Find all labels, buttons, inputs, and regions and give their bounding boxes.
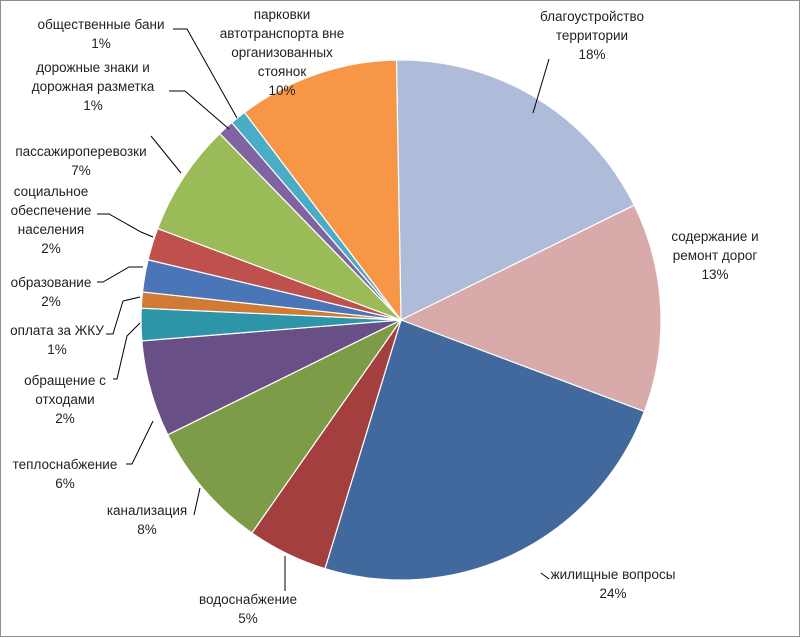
slice-label-line: территории	[556, 28, 628, 43]
slice-label-line: образование	[11, 275, 92, 290]
slice-label-line: теплоснабжение	[13, 457, 118, 472]
leader-lines	[97, 28, 550, 591]
slice-label: канализация 8%	[107, 503, 187, 537]
slice-label-line: дорожные знаки и	[36, 60, 150, 75]
leader-line	[532, 58, 550, 114]
slice-label: водоснабжение 5%	[199, 592, 297, 626]
slice-label: обращение с отходами 2%	[24, 373, 106, 426]
leader-line	[113, 322, 141, 380]
slice-label-line: жилищные вопросы	[551, 567, 676, 582]
slice-label-line: отходами	[35, 392, 94, 407]
slice-label-line: водоснабжение	[199, 592, 297, 607]
slice-label-line: обеспечение	[11, 203, 92, 218]
slice-percent: 2%	[41, 294, 61, 309]
leader-line	[173, 28, 238, 119]
pie-slice	[399, 204, 662, 413]
slice-label-line: благоустройство	[540, 9, 644, 24]
slice-label: содержание и ремонт дорог 13%	[671, 229, 758, 282]
slice-label: образование 2%	[11, 275, 92, 309]
slice-percent: 10%	[268, 83, 295, 98]
pie-slice	[243, 59, 402, 322]
slice-percent: 2%	[55, 411, 75, 426]
slice-label-line: оплата за ЖКУ	[10, 323, 104, 338]
slice-percent: 18%	[578, 47, 605, 62]
leader-line	[150, 135, 182, 174]
slice-label-line: содержание и	[671, 229, 758, 244]
leader-line	[97, 266, 143, 283]
slices	[140, 59, 662, 581]
pie-slice	[156, 132, 402, 321]
slice-percent: 8%	[137, 522, 157, 537]
slice-percent: 6%	[55, 476, 75, 491]
leader-line	[540, 572, 550, 580]
slice-label: жилищные вопросы 24%	[551, 567, 676, 601]
leader-line	[169, 90, 230, 130]
leader-line	[126, 420, 154, 465]
slice-labels: благоустройство территории 18% содержание и…	[10, 7, 759, 626]
slice-label-line: пассажироперевозки	[15, 144, 146, 159]
slice-percent: 1%	[91, 36, 111, 51]
slice-percent: 13%	[701, 267, 728, 282]
slice-percent: 1%	[83, 98, 103, 113]
slice-label-line: ремонт дорог	[673, 248, 758, 263]
slice-label-line: стоянок	[258, 64, 307, 79]
slice-percent: 24%	[599, 586, 626, 601]
slice-label: общественные бани 1%	[38, 17, 165, 51]
slice-label-line: организованных	[231, 45, 333, 60]
slice-label: дорожные знаки и дорожная разметка 1%	[32, 60, 155, 113]
slice-label-line: общественные бани	[38, 17, 165, 32]
slice-label-line: обращение с	[24, 373, 106, 388]
slice-label-line: канализация	[107, 503, 187, 518]
leader-line	[97, 213, 154, 238]
pie-slice	[324, 319, 646, 581]
slice-label-line: парковки	[254, 7, 311, 22]
slice-label: благоустройство территории 18%	[540, 9, 644, 62]
slice-percent: 5%	[238, 611, 258, 626]
pie-slice	[395, 59, 636, 321]
slice-label-line: автотранспорта вне	[220, 26, 345, 41]
leader-line	[106, 296, 141, 335]
leader-line	[193, 487, 201, 516]
pie-slice	[166, 319, 402, 534]
slice-percent: 1%	[47, 342, 67, 357]
slice-label: парковки автотранспорта вне организованных…	[220, 7, 345, 98]
slice-label: пассажироперевозки 7%	[15, 144, 146, 178]
slice-label: оплата за ЖКУ 1%	[10, 323, 104, 357]
slice-label-line: социальное	[14, 184, 89, 199]
slice-label-line: дорожная разметка	[32, 79, 155, 94]
slice-label: теплоснабжение 6%	[13, 457, 118, 491]
slice-percent: 7%	[71, 163, 91, 178]
slice-label: социальное обеспечение населения 2%	[11, 184, 92, 256]
slice-percent: 2%	[41, 241, 61, 256]
slice-label-line: населения	[18, 222, 84, 237]
